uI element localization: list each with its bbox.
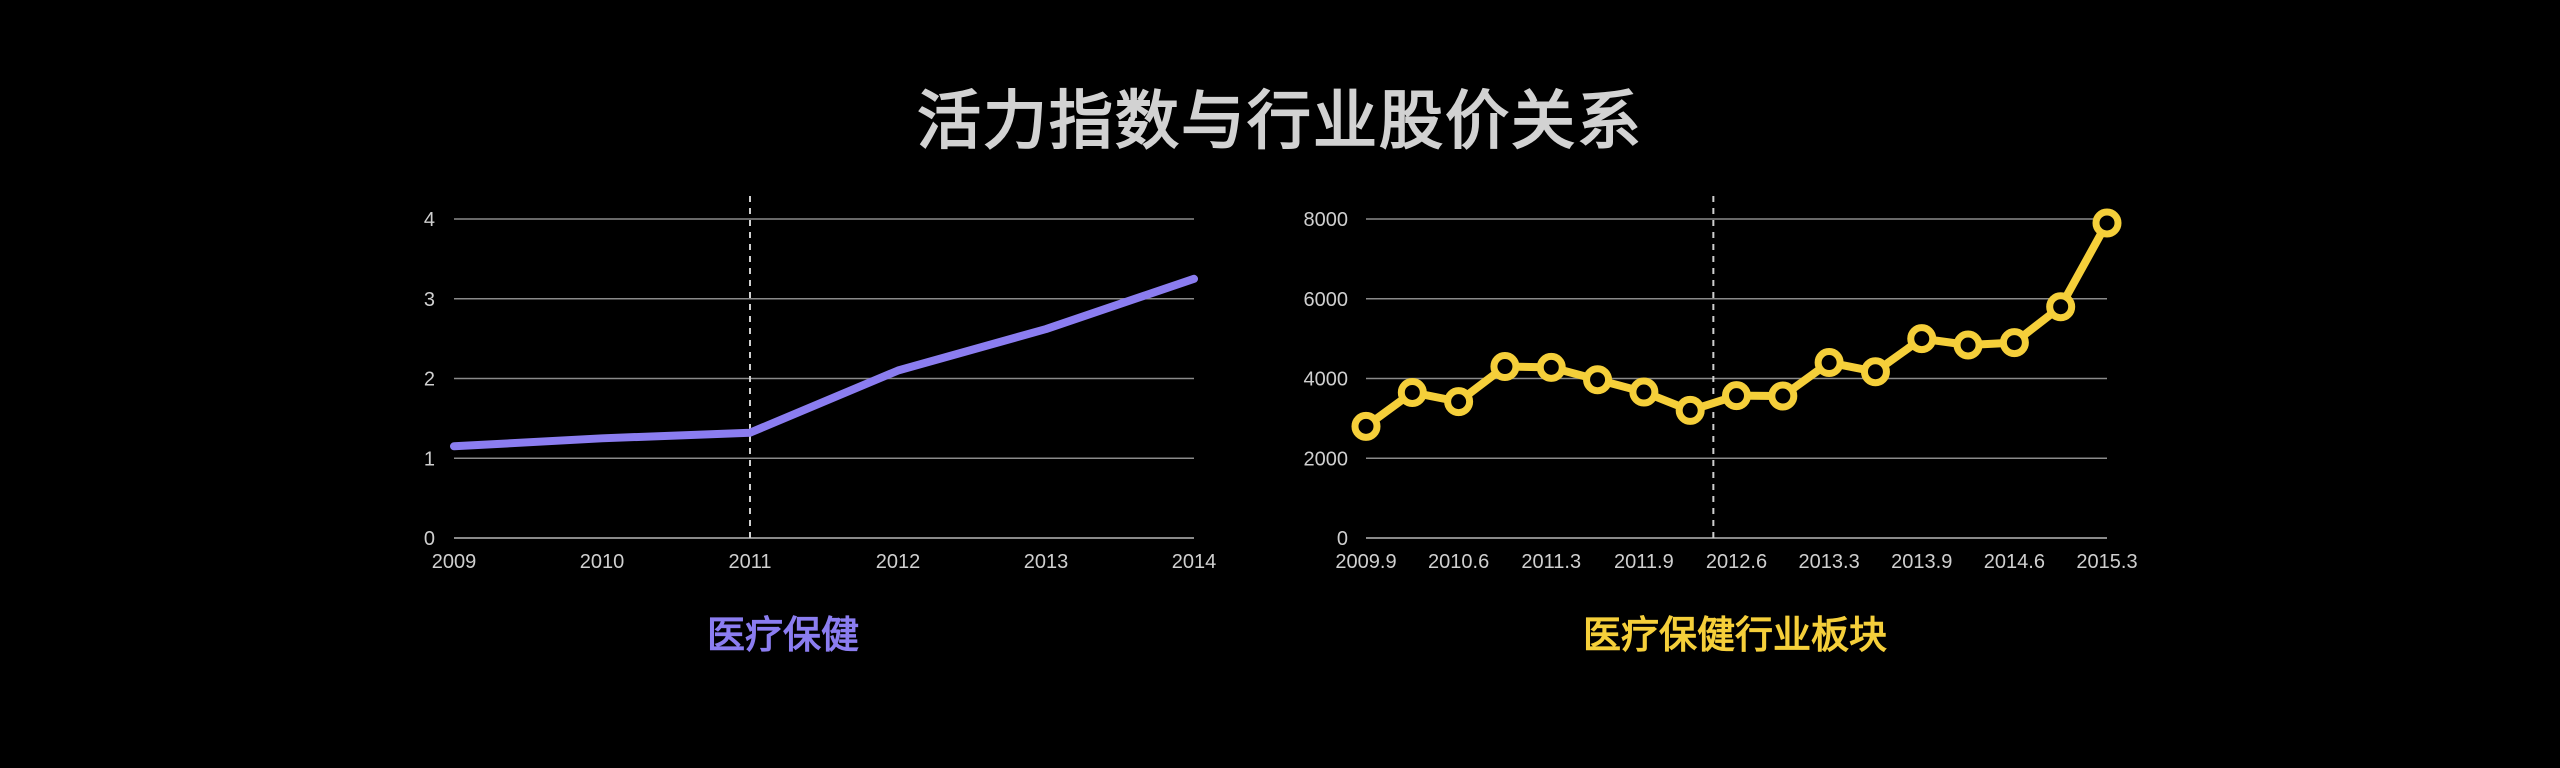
health-care-index-chart: 0 1 2 3 4 2009 2010 2011 2012 2013 2014 医疗保健 (424, 196, 1217, 657)
y-tick-label: 2000 (1304, 448, 1349, 470)
x-tick-label: 2011 (728, 551, 771, 573)
data-point (1814, 348, 1844, 378)
y-tick-label: 1 (424, 448, 435, 470)
x-tick-label: 2013.9 (1891, 551, 1952, 573)
y-tick-label: 8000 (1304, 209, 1349, 231)
x-tick-label: 2012.6 (1706, 551, 1767, 573)
page-title: 活力指数与行业股价关系 (917, 85, 1643, 159)
data-point (1768, 381, 1798, 411)
data-point (1629, 377, 1659, 407)
data-point (1999, 328, 2029, 358)
y-tick-label: 0 (424, 528, 435, 550)
x-tick-label: 2010.6 (1428, 551, 1489, 573)
data-point (1953, 330, 1983, 360)
data-point (1583, 365, 1613, 395)
y-tick-label: 2 (424, 369, 435, 391)
y-tick-label: 0 (1337, 528, 1348, 550)
chart-caption-health-care: 医疗保健 (707, 613, 859, 657)
data-point (1722, 381, 1751, 411)
y-tick-label: 6000 (1304, 289, 1349, 311)
data-point (1490, 352, 1520, 382)
x-tick-label: 2010 (580, 551, 625, 573)
x-tick-label: 2012 (876, 551, 921, 573)
data-point (2046, 292, 2076, 322)
data-point (2092, 208, 2122, 238)
data-point (1675, 395, 1705, 425)
data-point (1397, 377, 1427, 407)
health-care-index-line (450, 274, 1198, 451)
x-tick-label: 2009 (432, 551, 477, 573)
y-tick-label: 3 (424, 289, 435, 311)
data-point (1536, 352, 1566, 382)
x-tick-label: 2013.3 (1799, 551, 1860, 573)
y-tick-label: 4 (424, 209, 435, 231)
chart-caption-health-care-sector: 医疗保健行业板块 (1583, 613, 1887, 657)
data-point (1907, 324, 1937, 354)
x-tick-label: 2013 (1024, 551, 1069, 573)
x-tick-label: 2014 (1172, 551, 1217, 573)
x-tick-label: 2015.3 (2076, 551, 2137, 573)
data-point (1351, 411, 1381, 441)
x-tick-label: 2014.6 (1984, 551, 2045, 573)
x-tick-label: 2011.3 (1521, 551, 1581, 573)
x-tick-label: 2009.9 (1335, 551, 1396, 573)
data-point (1444, 387, 1474, 417)
x-tick-label: 2011.9 (1614, 551, 1674, 573)
data-point (1860, 357, 1890, 387)
y-tick-label: 4000 (1304, 369, 1349, 391)
